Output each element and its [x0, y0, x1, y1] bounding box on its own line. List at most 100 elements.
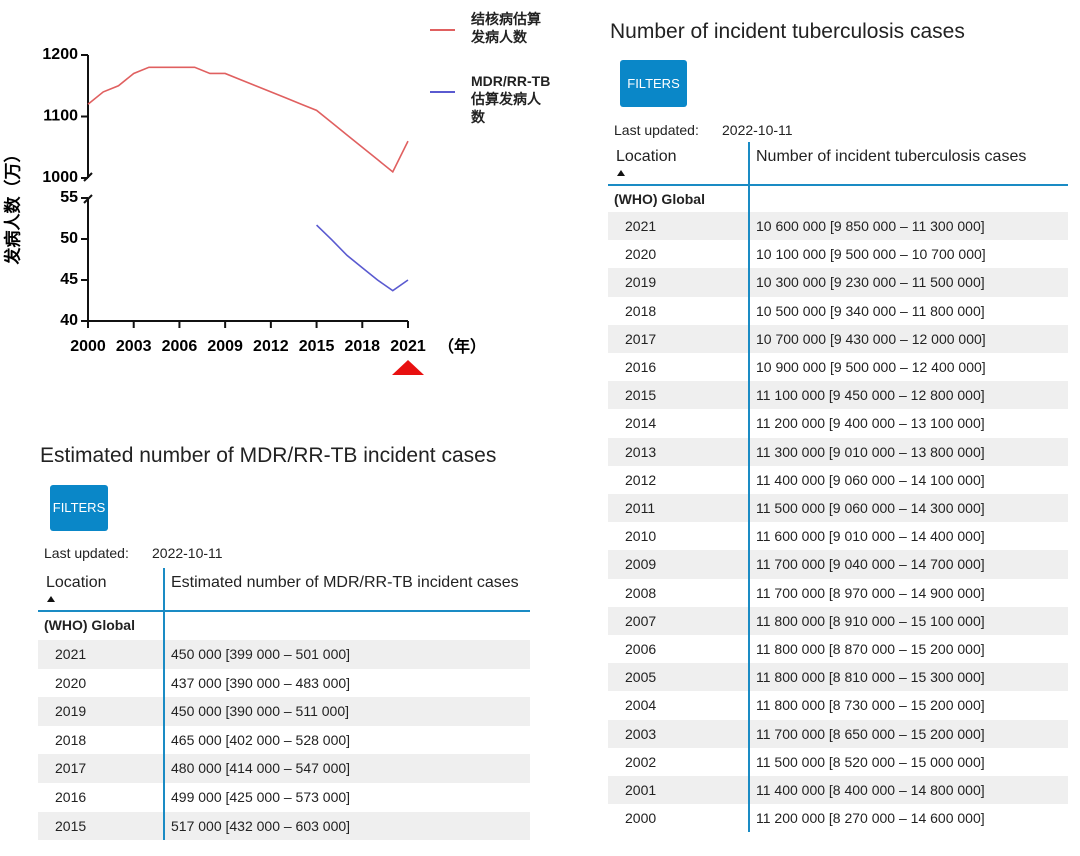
table-title: Number of incident tuberculosis cases — [610, 20, 965, 43]
filters-button[interactable]: FILTERS — [620, 60, 687, 107]
row-value: 11 200 000 [9 400 000 – 13 100 000] — [756, 415, 985, 432]
row-background — [608, 776, 1068, 805]
row-value: 11 700 000 [8 970 000 – 14 900 000] — [756, 584, 985, 601]
row-value: 11 700 000 [9 040 000 – 14 700 000] — [756, 556, 985, 573]
y-tick-label: 40 — [60, 312, 78, 329]
row-value: 465 000 [402 000 – 528 000] — [171, 731, 351, 748]
row-value: 517 000 [432 000 – 603 000] — [171, 817, 351, 834]
column-divider — [748, 142, 750, 833]
sort-arrow — [617, 170, 625, 176]
x-tick-label: 2000 — [70, 338, 106, 355]
row-year: 2019 — [55, 703, 87, 720]
row-value: 11 500 000 [8 520 000 – 15 000 000] — [756, 753, 985, 770]
column-header[interactable]: Estimated number of MDR/RR-TB incident c… — [171, 574, 519, 591]
x-tick-label: 2015 — [299, 338, 335, 355]
row-background — [38, 811, 530, 841]
row-year: 2006 — [625, 641, 657, 657]
row-year: 2020 — [55, 674, 87, 691]
row-background — [608, 550, 1068, 579]
legend-label: MDR/RR-TB估算发病人数 — [471, 73, 551, 125]
last-updated-date: 2022-10-11 — [152, 545, 223, 561]
row-background — [38, 697, 530, 726]
row-background — [38, 754, 530, 783]
row-background — [608, 494, 1068, 523]
row-background — [38, 640, 530, 669]
row-year: 2019 — [625, 274, 657, 291]
x-axis-label: （年） — [438, 337, 486, 356]
row-value: 11 500 000 [9 060 000 – 14 300 000] — [756, 500, 985, 516]
axis-break — [83, 172, 93, 182]
table-title: Estimated number of MDR/RR-TB incident c… — [40, 444, 497, 467]
row-year: 2015 — [625, 387, 657, 404]
row-year: 2012 — [625, 471, 657, 488]
column-divider — [163, 568, 165, 841]
row-value: 10 100 000 [9 500 000 – 10 700 000] — [756, 246, 986, 263]
row-year: 2015 — [55, 817, 87, 834]
row-value: 10 500 000 [9 340 000 – 11 800 000] — [756, 302, 985, 319]
row-value: 11 400 000 [8 400 000 – 14 800 000] — [756, 782, 985, 798]
x-tick-label: 2021 — [390, 338, 426, 355]
row-year: 2021 — [625, 218, 657, 234]
filters-button[interactable]: FILTERS — [50, 485, 108, 531]
y-tick-label: 50 — [60, 230, 78, 247]
y-tick-label: 45 — [60, 271, 78, 288]
row-value: 11 100 000 [9 450 000 – 12 800 000] — [756, 387, 985, 404]
row-value: 11 200 000 [8 270 000 – 14 600 000] — [756, 810, 985, 827]
row-year: 2018 — [625, 302, 657, 319]
last-updated-label: Last updated: — [614, 122, 699, 138]
row-value: 10 900 000 [9 500 000 – 12 400 000] — [756, 359, 986, 375]
axis-break — [83, 194, 93, 204]
row-value: 450 000 [399 000 – 501 000] — [171, 646, 351, 662]
row-year: 2003 — [625, 725, 657, 742]
row-year: 2002 — [625, 753, 657, 770]
x-tick-label: 2012 — [253, 338, 289, 355]
row-background — [608, 719, 1068, 748]
y-axis-label: 发病人数（万） — [2, 146, 22, 266]
row-value: 11 600 000 [9 010 000 – 14 400 000] — [756, 528, 985, 545]
row-value: 10 700 000 [9 430 000 – 12 000 000] — [756, 330, 986, 347]
row-year: 2013 — [625, 443, 657, 460]
row-background — [608, 437, 1068, 466]
row-year: 2005 — [625, 669, 657, 686]
sort-arrow — [47, 596, 55, 602]
row-year: 2004 — [625, 697, 657, 714]
row-value: 11 700 000 [8 650 000 – 15 200 000] — [756, 725, 985, 742]
row-year: 2014 — [625, 415, 657, 432]
row-year: 2018 — [55, 731, 87, 748]
row-year: 2000 — [625, 810, 657, 827]
row-year: 2021 — [55, 646, 87, 662]
row-year: 2016 — [55, 789, 87, 805]
column-header[interactable]: Location — [46, 574, 107, 591]
row-value: 11 800 000 [8 810 000 – 15 300 000] — [756, 669, 985, 686]
x-tick-label: 2003 — [116, 338, 152, 355]
row-year: 2010 — [625, 528, 657, 545]
x-tick-label: 2009 — [207, 338, 243, 355]
row-value: 11 800 000 [8 730 000 – 15 200 000] — [756, 697, 985, 714]
row-background — [608, 606, 1068, 635]
column-header[interactable]: Location — [616, 148, 677, 165]
row-year: 2016 — [625, 359, 657, 375]
row-year: 2009 — [625, 556, 657, 573]
y-tick-label: 1200 — [42, 46, 78, 63]
row-value: 11 400 000 [9 060 000 – 14 100 000] — [756, 471, 985, 488]
row-year: 2011 — [625, 500, 656, 516]
row-background — [608, 663, 1068, 692]
row-value: 499 000 [425 000 – 573 000] — [171, 789, 351, 805]
row-year: 2017 — [625, 330, 657, 347]
x-tick-label: 2006 — [162, 338, 198, 355]
y-tick-label: 55 — [60, 189, 78, 206]
highlight-marker — [392, 360, 424, 375]
column-header[interactable]: Number of incident tuberculosis cases — [756, 148, 1027, 165]
x-tick-label: 2018 — [344, 338, 380, 355]
row-year: 2008 — [625, 584, 657, 601]
row-background — [608, 381, 1068, 410]
row-background — [608, 324, 1068, 353]
group-label: (WHO) Global — [44, 617, 135, 633]
row-value: 11 300 000 [9 010 000 – 13 800 000] — [756, 443, 985, 460]
header-rule — [608, 184, 1068, 186]
row-background — [608, 268, 1068, 297]
chart: 发病人数（万） （年） 1000 1100 1200 40 45 50 55 2000 2003… — [2, 29, 486, 375]
row-background — [608, 212, 1068, 241]
row-value: 11 800 000 [8 910 000 – 15 100 000] — [756, 612, 985, 629]
row-value: 10 300 000 [9 230 000 – 11 500 000] — [756, 274, 985, 291]
